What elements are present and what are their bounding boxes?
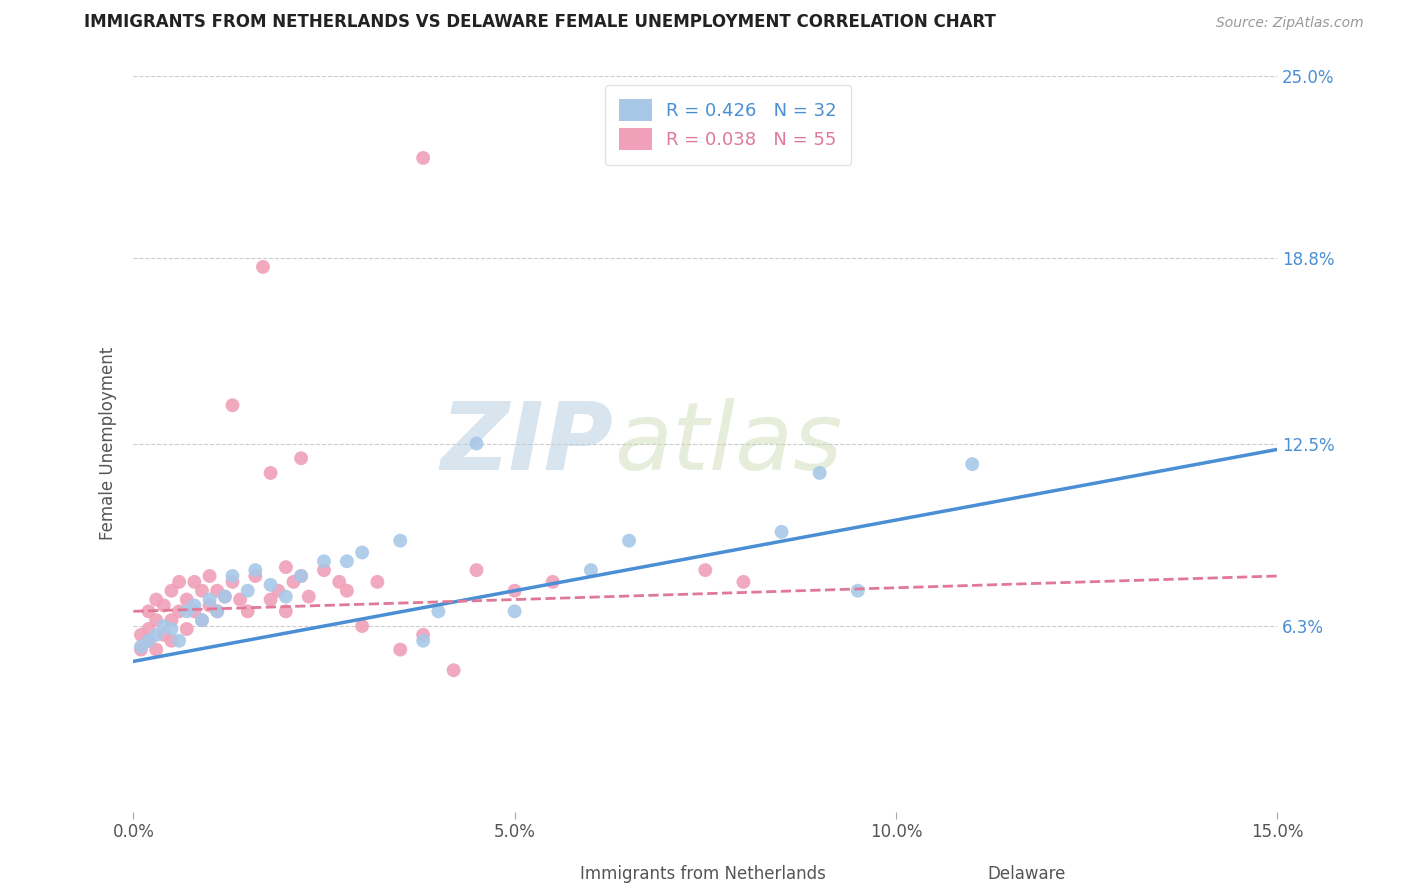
Point	[129, 640, 152, 654]
Point	[145, 628, 167, 642]
Point	[412, 633, 434, 648]
Point	[183, 604, 205, 618]
Point	[214, 590, 236, 604]
Text: Delaware: Delaware	[987, 864, 1066, 882]
Point	[960, 457, 983, 471]
Point	[770, 524, 793, 539]
Point	[145, 613, 167, 627]
Point	[389, 533, 412, 548]
Point	[328, 574, 350, 589]
Point	[808, 466, 831, 480]
Point	[274, 590, 297, 604]
Point	[366, 574, 388, 589]
Point	[153, 619, 176, 633]
Point	[236, 604, 259, 618]
Point	[443, 663, 465, 677]
Point	[290, 569, 312, 583]
Point	[259, 578, 281, 592]
Point	[198, 599, 221, 613]
Text: IMMIGRANTS FROM NETHERLANDS VS DELAWARE FEMALE UNEMPLOYMENT CORRELATION CHART: IMMIGRANTS FROM NETHERLANDS VS DELAWARE …	[84, 12, 997, 30]
Point	[160, 613, 183, 627]
Point	[352, 619, 374, 633]
Text: ZIP: ZIP	[441, 398, 614, 490]
Point	[167, 604, 190, 618]
Point	[138, 622, 160, 636]
Point	[274, 604, 297, 618]
Point	[290, 451, 312, 466]
Point	[191, 613, 214, 627]
Point	[167, 633, 190, 648]
Point	[617, 533, 640, 548]
Point	[183, 574, 205, 589]
Text: Source: ZipAtlas.com: Source: ZipAtlas.com	[1216, 16, 1364, 29]
Point	[176, 622, 198, 636]
Point	[221, 569, 243, 583]
Point	[221, 398, 243, 412]
Point	[336, 554, 359, 568]
Point	[252, 260, 274, 274]
Point	[160, 583, 183, 598]
Point	[205, 604, 228, 618]
Point	[138, 633, 160, 648]
Point	[160, 633, 183, 648]
Point	[138, 633, 160, 648]
Point	[167, 574, 190, 589]
Point	[129, 628, 152, 642]
Point	[145, 642, 167, 657]
Point	[695, 563, 717, 577]
Point	[846, 583, 869, 598]
Point	[412, 628, 434, 642]
Point	[312, 554, 335, 568]
Point	[312, 563, 335, 577]
Text: atlas: atlas	[614, 398, 842, 489]
Point	[733, 574, 755, 589]
Point	[221, 574, 243, 589]
Point	[259, 466, 281, 480]
Point	[245, 569, 267, 583]
Legend: R = 0.426   N = 32, R = 0.038   N = 55: R = 0.426 N = 32, R = 0.038 N = 55	[605, 85, 852, 165]
Point	[336, 583, 359, 598]
Point	[298, 590, 321, 604]
Point	[245, 563, 267, 577]
Point	[389, 642, 412, 657]
Point	[205, 604, 228, 618]
Point	[427, 604, 450, 618]
Point	[153, 599, 176, 613]
Point	[205, 583, 228, 598]
Point	[191, 583, 214, 598]
Point	[274, 560, 297, 574]
Point	[465, 563, 488, 577]
Point	[129, 642, 152, 657]
Point	[541, 574, 564, 589]
Point	[145, 592, 167, 607]
Point	[214, 590, 236, 604]
Point	[267, 583, 290, 598]
Point	[465, 436, 488, 450]
Point	[352, 545, 374, 559]
Point	[259, 592, 281, 607]
Point	[138, 604, 160, 618]
Point	[176, 604, 198, 618]
Point	[153, 628, 176, 642]
Point	[412, 151, 434, 165]
Point	[229, 592, 252, 607]
Point	[198, 592, 221, 607]
Point	[283, 574, 305, 589]
Point	[176, 592, 198, 607]
Point	[160, 622, 183, 636]
Point	[579, 563, 602, 577]
Point	[503, 583, 526, 598]
Point	[183, 599, 205, 613]
Point	[503, 604, 526, 618]
Point	[236, 583, 259, 598]
Point	[290, 569, 312, 583]
Y-axis label: Female Unemployment: Female Unemployment	[100, 347, 117, 541]
Text: Immigrants from Netherlands: Immigrants from Netherlands	[581, 864, 825, 882]
Point	[198, 569, 221, 583]
Point	[191, 613, 214, 627]
